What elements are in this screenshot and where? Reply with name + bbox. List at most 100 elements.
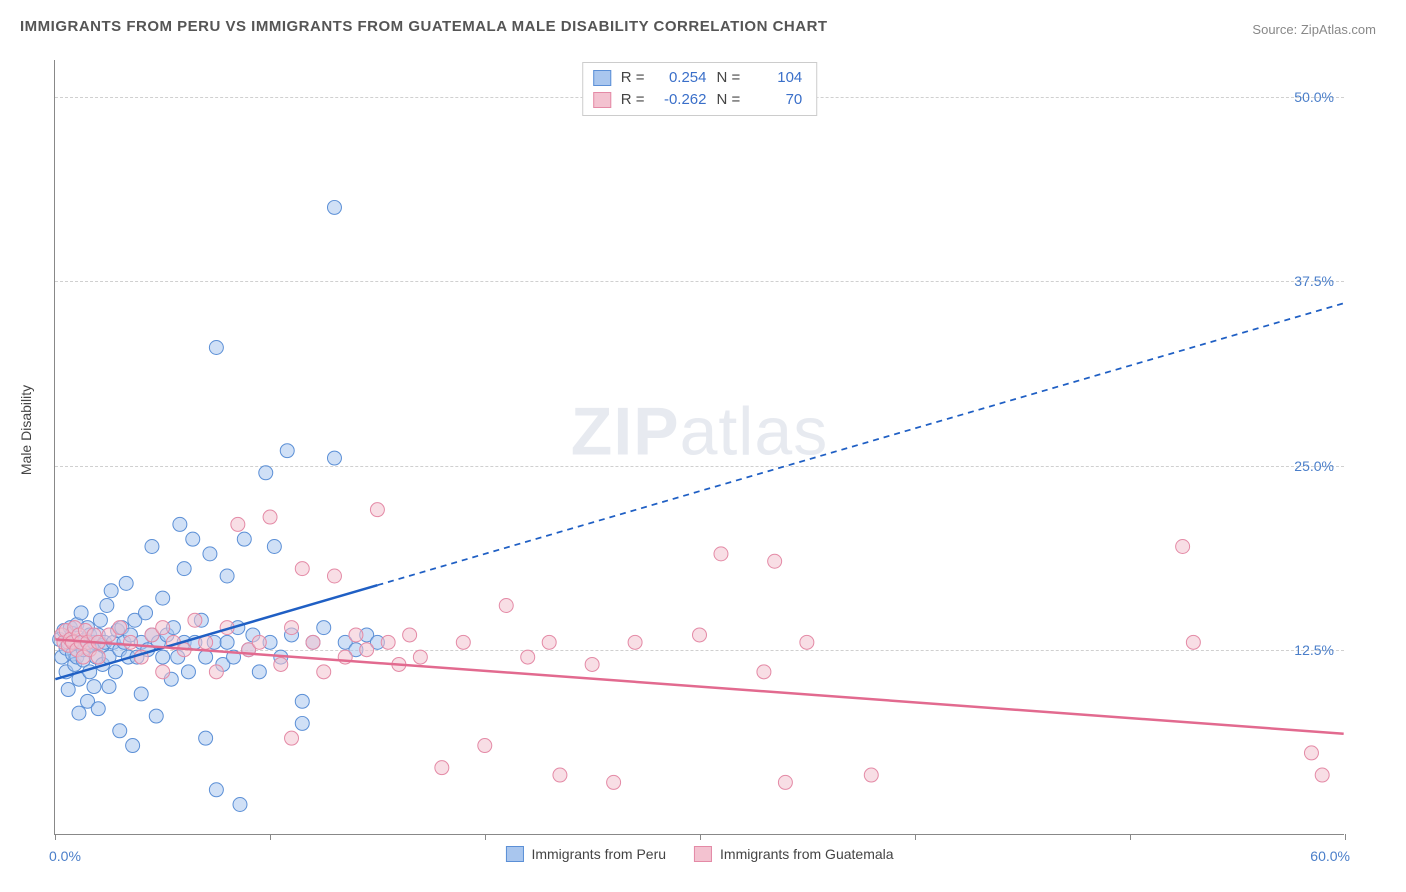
data-point	[134, 687, 148, 701]
data-point	[91, 650, 105, 664]
data-point	[123, 635, 137, 649]
data-point	[800, 635, 814, 649]
data-point	[285, 621, 299, 635]
source-attribution: Source: ZipAtlas.com	[1252, 22, 1376, 37]
data-point	[220, 635, 234, 649]
data-point	[542, 635, 556, 649]
x-tick	[915, 834, 916, 840]
data-point	[327, 569, 341, 583]
legend-item: Immigrants from Guatemala	[694, 846, 894, 862]
data-point	[108, 665, 122, 679]
data-point	[274, 657, 288, 671]
data-point	[1304, 746, 1318, 760]
x-axis-min-label: 0.0%	[49, 848, 81, 864]
data-point	[768, 554, 782, 568]
data-point	[295, 716, 309, 730]
data-point	[181, 665, 195, 679]
data-point	[478, 739, 492, 753]
data-point	[360, 643, 374, 657]
data-point	[237, 532, 251, 546]
trend-line-dashed	[377, 303, 1343, 585]
data-point	[435, 761, 449, 775]
data-point	[327, 451, 341, 465]
data-point	[139, 606, 153, 620]
data-point	[209, 340, 223, 354]
x-axis-max-label: 60.0%	[1310, 848, 1350, 864]
data-point	[499, 598, 513, 612]
x-tick	[55, 834, 56, 840]
scatter-chart-svg	[55, 60, 1344, 834]
data-point	[1315, 768, 1329, 782]
data-point	[203, 547, 217, 561]
legend-item: Immigrants from Peru	[505, 846, 666, 862]
y-axis-label: Male Disability	[18, 385, 34, 475]
x-tick	[485, 834, 486, 840]
data-point	[93, 613, 107, 627]
data-point	[252, 665, 266, 679]
plot-area: ZIPatlas 12.5%25.0%37.5%50.0% 0.0% 60.0%…	[54, 60, 1344, 835]
data-point	[1186, 635, 1200, 649]
data-point	[252, 635, 266, 649]
data-point	[280, 444, 294, 458]
data-point	[403, 628, 417, 642]
data-point	[145, 540, 159, 554]
x-tick	[270, 834, 271, 840]
series-legend: Immigrants from Peru Immigrants from Gua…	[505, 846, 893, 862]
data-point	[1176, 540, 1190, 554]
data-point	[381, 635, 395, 649]
data-point	[295, 694, 309, 708]
legend-label-peru: Immigrants from Peru	[531, 846, 666, 862]
data-point	[285, 731, 299, 745]
source-link[interactable]: ZipAtlas.com	[1301, 22, 1376, 37]
data-point	[188, 613, 202, 627]
data-point	[295, 562, 309, 576]
data-point	[156, 621, 170, 635]
data-point	[553, 768, 567, 782]
data-point	[317, 665, 331, 679]
data-point	[231, 517, 245, 531]
data-point	[778, 775, 792, 789]
data-point	[456, 635, 470, 649]
data-point	[327, 200, 341, 214]
data-point	[186, 532, 200, 546]
data-point	[199, 650, 213, 664]
data-point	[61, 683, 75, 697]
data-point	[209, 783, 223, 797]
data-point	[370, 503, 384, 517]
data-point	[113, 724, 127, 738]
data-point	[100, 598, 114, 612]
data-point	[693, 628, 707, 642]
x-tick	[1130, 834, 1131, 840]
data-point	[199, 731, 213, 745]
data-point	[259, 466, 273, 480]
data-point	[628, 635, 642, 649]
data-point	[607, 775, 621, 789]
data-point	[72, 706, 86, 720]
data-point	[156, 665, 170, 679]
x-tick	[1345, 834, 1346, 840]
data-point	[177, 562, 191, 576]
trend-line-solid	[55, 639, 1343, 733]
data-point	[714, 547, 728, 561]
data-point	[757, 665, 771, 679]
data-point	[113, 621, 127, 635]
data-point	[87, 680, 101, 694]
data-point	[119, 576, 133, 590]
data-point	[263, 510, 277, 524]
swatch-peru	[505, 846, 523, 862]
data-point	[220, 569, 234, 583]
chart-title: IMMIGRANTS FROM PERU VS IMMIGRANTS FROM …	[20, 18, 828, 35]
data-point	[149, 709, 163, 723]
data-point	[306, 635, 320, 649]
data-point	[267, 540, 281, 554]
data-point	[233, 798, 247, 812]
swatch-guatemala	[694, 846, 712, 862]
data-point	[126, 739, 140, 753]
legend-label-guatemala: Immigrants from Guatemala	[720, 846, 894, 862]
data-point	[521, 650, 535, 664]
data-point	[156, 650, 170, 664]
source-label: Source:	[1252, 22, 1297, 37]
data-point	[585, 657, 599, 671]
x-tick	[700, 834, 701, 840]
data-point	[317, 621, 331, 635]
